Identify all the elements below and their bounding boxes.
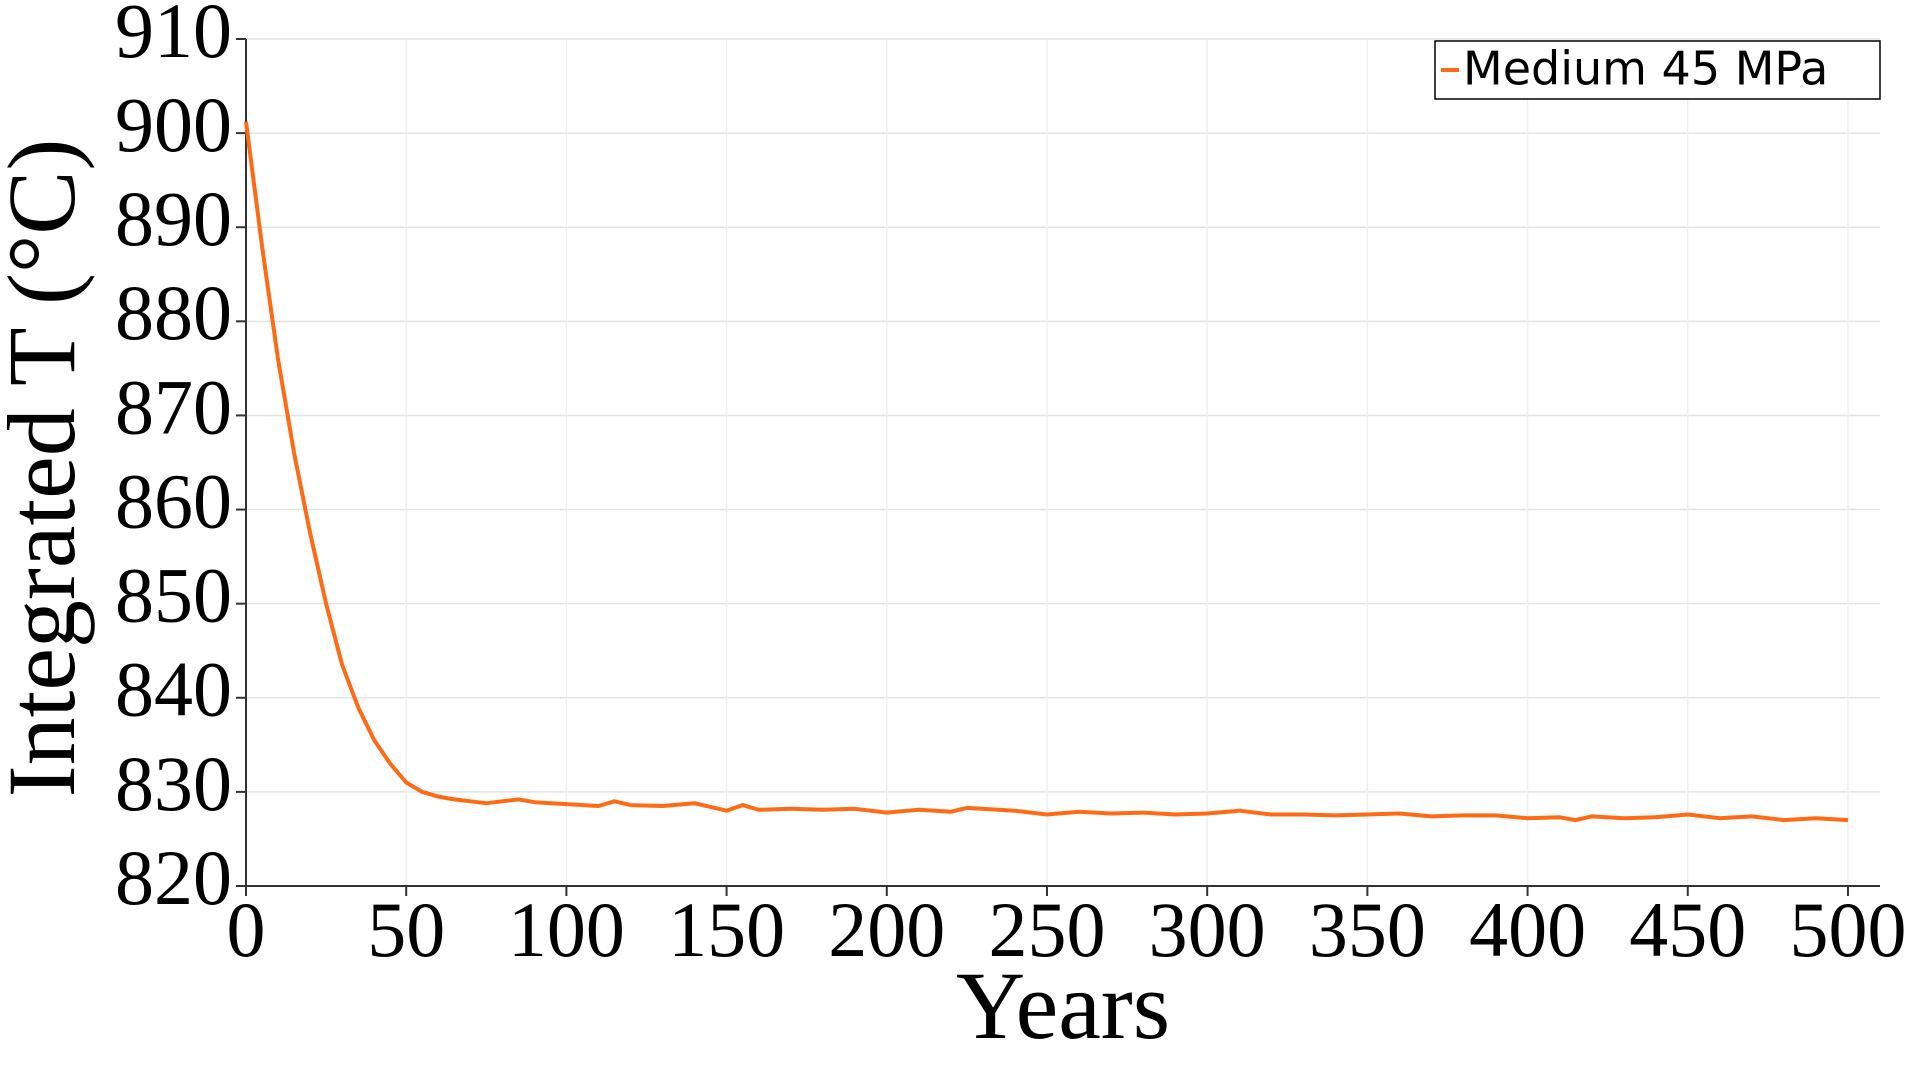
y-tick-label: 820: [115, 834, 232, 921]
y-tick-label: 830: [115, 740, 232, 827]
y-tick-label: 890: [115, 175, 232, 262]
x-tick-label: 200: [828, 886, 945, 973]
x-tick-label: 150: [668, 886, 785, 973]
x-tick-label: 250: [988, 886, 1105, 973]
y-tick-label: 900: [115, 81, 232, 168]
x-tick-label: 400: [1469, 886, 1586, 973]
x-tick-label: 350: [1309, 886, 1426, 973]
x-tick-label: 450: [1629, 886, 1746, 973]
y-tick-label: 870: [115, 363, 232, 450]
y-tick-label: 860: [115, 457, 232, 544]
y-tick-label: 910: [115, 0, 232, 74]
legend-box: [1434, 40, 1881, 100]
line-series: [244, 121, 1849, 823]
y-tick-label: 850: [115, 552, 232, 639]
x-tick-label: 300: [1149, 886, 1266, 973]
y-tick-label: 840: [115, 646, 232, 733]
x-tick-label: 100: [508, 886, 625, 973]
x-tick-label: 500: [1789, 886, 1906, 973]
legend-label: Medium 45 MPa: [1463, 42, 1828, 96]
y-axis-title: Integrated T (°C): [0, 139, 95, 798]
x-tick-label: 50: [367, 886, 445, 973]
y-tick-label: 880: [115, 269, 232, 356]
x-axis-title: Years: [956, 952, 1170, 1059]
x-tick-label: 0: [227, 886, 266, 973]
